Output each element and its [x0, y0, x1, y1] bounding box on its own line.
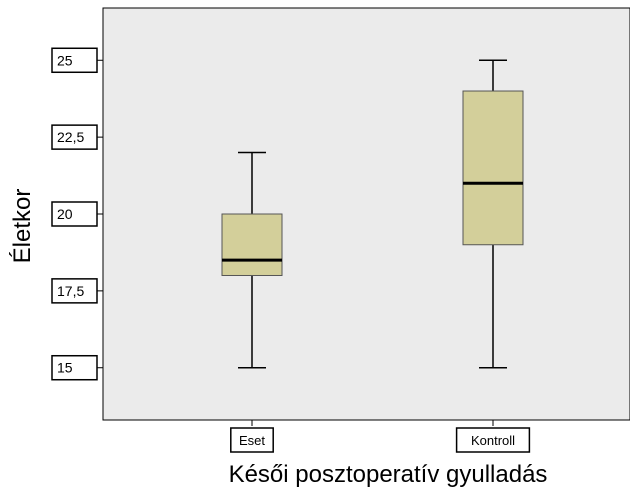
y-tick-label: 22,5 [57, 129, 84, 145]
plot-area [102, 7, 630, 421]
y-axis-title: Életkor [9, 189, 36, 264]
y-tick-label: 17,5 [57, 283, 84, 299]
y-tick-label-box [51, 47, 98, 74]
x-tick-label-box [230, 427, 274, 453]
box-kontroll [462, 59, 524, 369]
y-tick-label-box [51, 201, 98, 227]
x-tick-label: Eset [239, 433, 265, 448]
y-axis: 15 17,5 20 22,5 25 [51, 47, 103, 381]
boxes [221, 59, 524, 369]
y-tick-label-box [51, 354, 98, 381]
box-iqr [221, 213, 283, 276]
x-axis: Eset Kontroll [230, 420, 531, 453]
y-tick-label: 15 [57, 360, 73, 376]
y-tick-label-box [51, 278, 98, 304]
x-axis-title: Késői posztoperatív gyulladás [229, 461, 548, 488]
x-tick-label: Kontroll [471, 433, 515, 448]
x-tick-label-box [455, 427, 531, 453]
box-iqr [462, 90, 524, 246]
y-tick-label-box [51, 124, 98, 150]
y-tick-label: 20 [57, 206, 73, 222]
box-eset [221, 151, 283, 369]
y-tick-label: 25 [57, 52, 73, 68]
